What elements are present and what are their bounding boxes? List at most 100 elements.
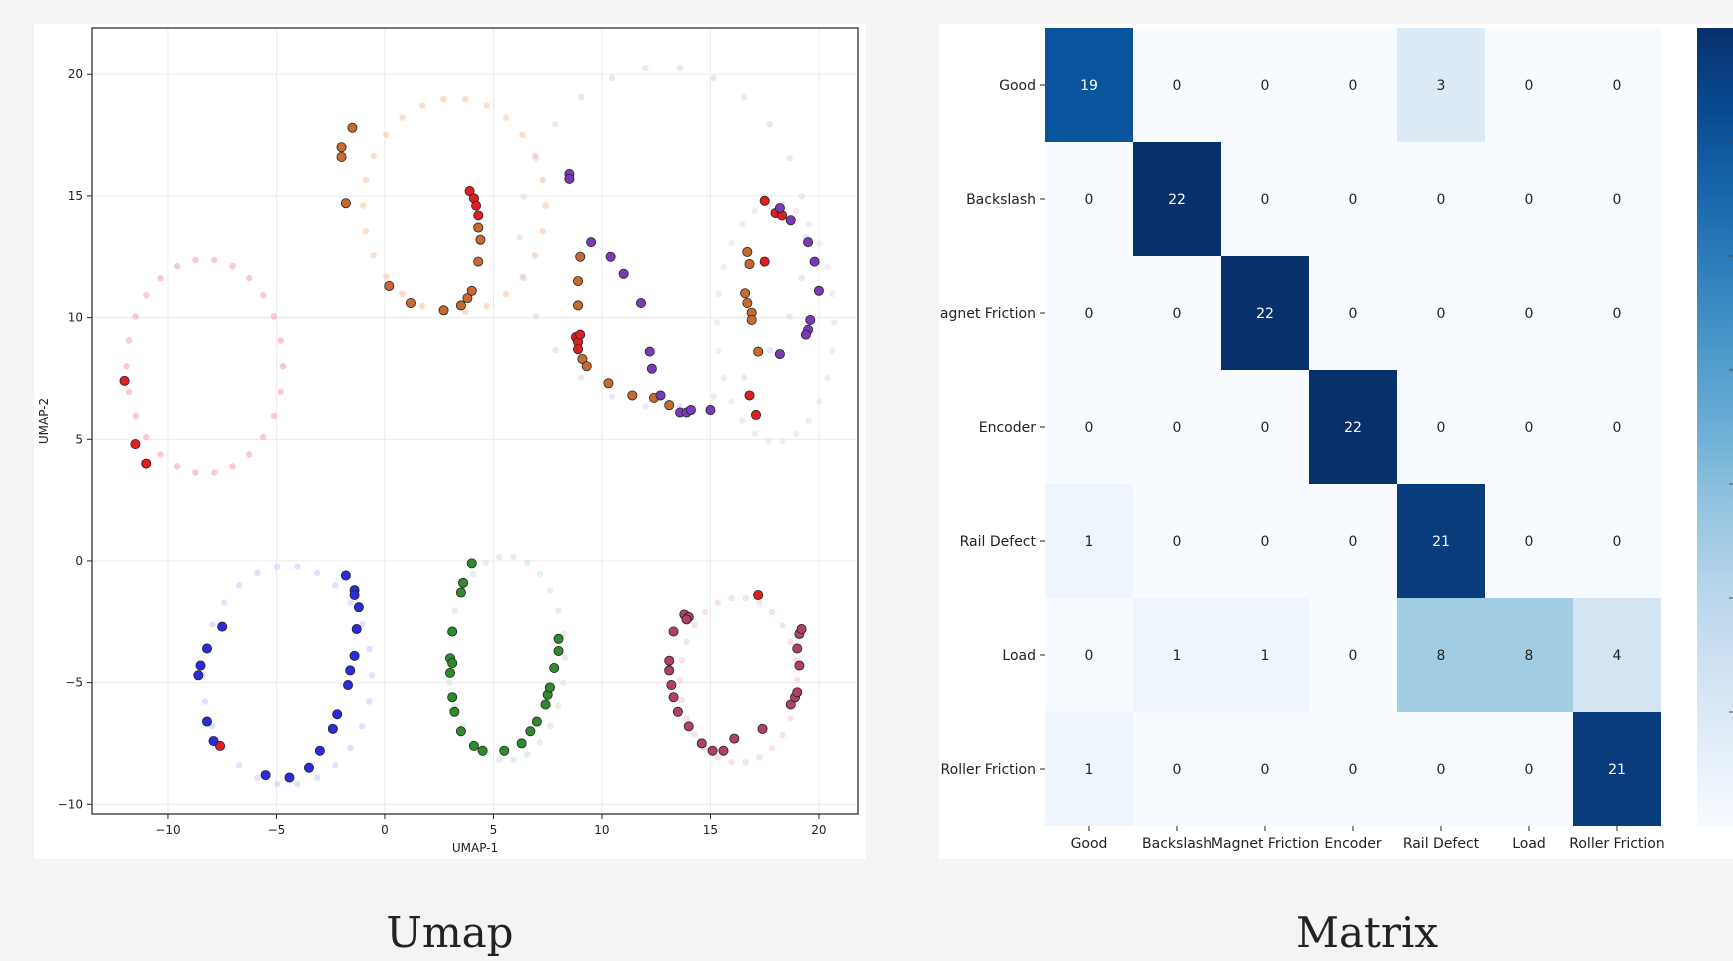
cell-value: 0: [1525, 420, 1534, 436]
cell-value: 3: [1437, 78, 1446, 94]
heatmap-cell: [1045, 484, 1133, 598]
heatmap-cell: [1485, 256, 1573, 370]
heatmap-cell: [1397, 28, 1485, 142]
background-point: [536, 570, 543, 578]
scatter-point: [664, 655, 675, 666]
col-label: Magnet Friction: [1211, 836, 1319, 852]
cell-value: 0: [1085, 420, 1094, 436]
row-label: Magnet Friction: [939, 306, 1036, 322]
cell-value: 4: [1613, 648, 1622, 664]
scatter-point: [544, 682, 555, 693]
scatter-point: [449, 706, 460, 717]
background-point: [211, 469, 218, 476]
umap-caption: Umap: [386, 908, 514, 957]
scatter-point: [343, 680, 354, 691]
heatmap-cell: [1309, 598, 1397, 712]
background-point: [362, 228, 370, 235]
scatter-point: [195, 660, 206, 671]
cell-value: 8: [1525, 648, 1534, 664]
background-point: [370, 152, 377, 160]
scatter-point: [785, 699, 796, 710]
heatmap-cell: [1133, 712, 1221, 826]
heatmap-cell: [1133, 142, 1221, 256]
background-point: [482, 559, 489, 566]
background-point: [710, 74, 717, 82]
background-point: [520, 274, 527, 282]
background-point: [739, 417, 746, 424]
background-point: [273, 780, 281, 788]
scatter-point: [284, 772, 295, 783]
cell-value: 1: [1085, 762, 1094, 778]
background-point: [246, 274, 253, 282]
heatmap-cell: [1309, 712, 1397, 826]
scatter-point: [742, 246, 753, 257]
cell-value: 0: [1525, 762, 1534, 778]
cell-value: 0: [1525, 78, 1534, 94]
scatter-point: [464, 186, 475, 197]
x-tick-label: 20: [811, 823, 826, 837]
heatmap-cell: [1221, 142, 1309, 256]
background-point: [382, 131, 390, 138]
row-label: Good: [999, 78, 1036, 94]
x-tick-label: −10: [155, 823, 180, 837]
scatter-point: [455, 300, 466, 311]
scatter-point: [353, 602, 364, 613]
cell-value: 0: [1261, 78, 1270, 94]
background-point: [713, 319, 721, 326]
scatter-point: [384, 280, 395, 291]
scatter-point: [664, 400, 675, 411]
background-point: [608, 74, 616, 82]
background-point: [362, 176, 370, 184]
scatter-point: [627, 390, 638, 401]
background-point: [794, 676, 801, 684]
background-point: [125, 388, 133, 396]
cell-value: 0: [1613, 306, 1622, 322]
background-point: [824, 263, 831, 271]
background-point: [173, 262, 181, 270]
background-point: [123, 363, 130, 370]
cell-value: 0: [1349, 534, 1358, 550]
background-point: [462, 308, 469, 316]
background-point: [642, 403, 649, 410]
background-point: [829, 290, 836, 298]
cell-value: 21: [1608, 762, 1626, 778]
background-point: [451, 607, 458, 614]
scatter-point: [681, 614, 692, 625]
background-point: [516, 234, 523, 241]
scatter-point: [445, 667, 456, 678]
background-point: [740, 374, 748, 381]
col-label: Good: [1071, 836, 1108, 852]
scatter-point: [473, 222, 484, 233]
cell-value: 0: [1261, 192, 1270, 208]
background-point: [779, 731, 786, 739]
heatmap-cell: [1485, 712, 1573, 826]
x-tick-label: 15: [703, 823, 718, 837]
cell-value: 0: [1173, 420, 1182, 436]
background-point: [786, 313, 793, 320]
background-point: [236, 581, 243, 589]
colorbar: [1697, 28, 1733, 826]
background-point: [824, 374, 831, 382]
heatmap-cell: [1309, 142, 1397, 256]
y-axis-label: UMAP-2: [37, 398, 51, 444]
scatter-point: [553, 633, 564, 644]
background-point: [691, 731, 698, 739]
heatmap-cell: [1573, 598, 1661, 712]
background-point: [254, 774, 261, 781]
scatter-point: [217, 621, 228, 632]
row-label: Rail Defect: [960, 534, 1037, 550]
plot-frame: [91, 27, 859, 815]
background-point: [132, 412, 139, 420]
background-point: [532, 154, 540, 162]
background-point: [714, 599, 722, 607]
background-point: [502, 114, 510, 121]
cell-value: 0: [1613, 420, 1622, 436]
background-point: [260, 292, 267, 299]
heatmap-cell: [1045, 28, 1133, 142]
scatter-point: [405, 297, 416, 308]
background-point: [751, 207, 758, 215]
background-point: [547, 587, 554, 594]
scatter-point: [603, 378, 614, 389]
background-point: [816, 398, 823, 405]
background-point: [739, 221, 746, 228]
